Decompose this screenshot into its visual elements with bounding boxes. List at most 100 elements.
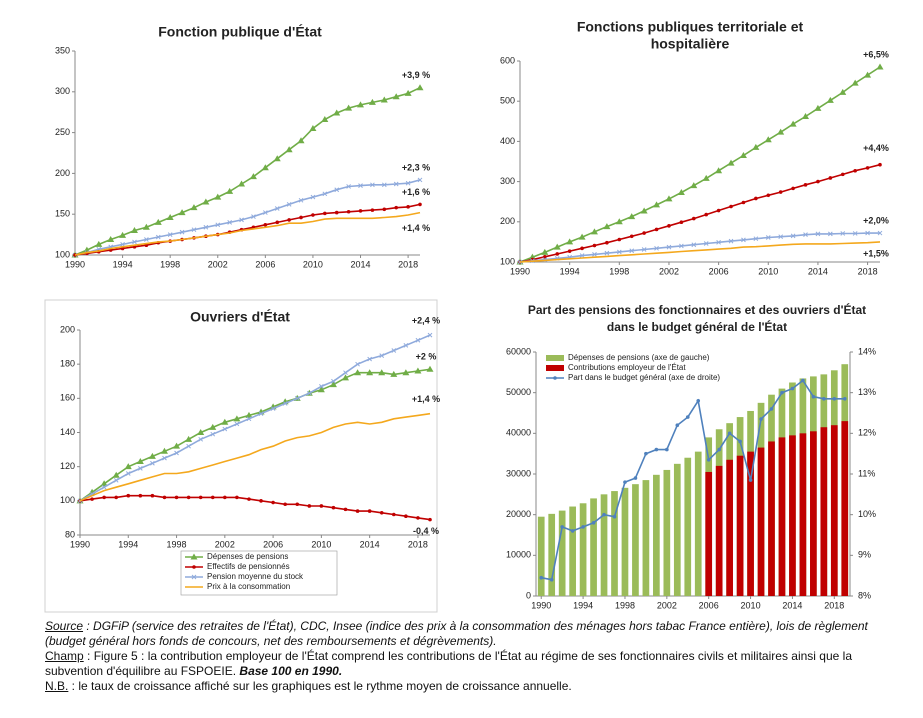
bar [642,480,650,596]
marker [741,200,746,205]
marker [665,195,673,202]
marker [405,180,411,186]
marker [270,406,276,411]
champ-text: : Figure 5 : la contribution employeur d… [45,649,852,678]
marker [539,575,544,580]
marker [811,394,816,399]
marker [306,390,312,396]
marker [790,233,796,239]
marker [379,510,384,515]
x-tick-label: 2014 [360,539,380,549]
marker [368,98,376,105]
bar [799,433,807,596]
x-tick-label: 1994 [118,539,138,549]
legend-swatch [546,365,564,371]
marker [541,248,549,255]
y-tick-label: 120 [60,461,75,471]
marker [179,229,185,235]
marker [382,207,387,212]
x-tick-label: 2018 [858,266,878,276]
marker [245,411,253,418]
marker [865,230,870,236]
marker [839,88,847,95]
marker [202,198,210,205]
marker [342,374,350,381]
x-tick-label: 2006 [255,259,275,269]
marker [802,112,810,119]
marker [311,213,315,217]
marker [615,218,623,225]
marker [343,370,348,376]
marker [392,93,400,100]
legend-label: Dépenses de pensions (axe de gauche) [568,353,710,362]
marker [355,361,360,367]
x-tick-label: 2002 [657,600,677,610]
marker [703,241,709,246]
marker [319,384,324,389]
marker [428,517,432,522]
y-tick-label: 100 [500,256,515,266]
marker [728,238,734,244]
marker [706,457,711,462]
marker [358,183,363,188]
line [79,334,431,502]
marker [754,196,758,201]
x-tick-label: 1990 [65,259,85,269]
marker [789,120,797,127]
line [74,203,421,256]
marker [644,451,648,456]
marker [591,521,596,525]
marker [275,220,280,225]
marker [579,253,585,258]
y-tick-label: 80 [65,529,75,539]
marker [155,234,161,240]
growth-label: +1,5% [863,248,889,258]
marker [173,442,181,449]
marker [150,460,155,466]
marker [299,215,303,220]
y2-tick-label: 13% [858,387,876,397]
x-tick-label: 1998 [160,259,180,269]
marker [239,217,244,223]
x-tick-label: 1998 [609,266,629,276]
marker [641,247,647,252]
marker [185,435,193,442]
marker [642,231,646,235]
marker [553,243,561,250]
marker [826,96,834,103]
marker [346,184,351,189]
marker [136,458,144,465]
marker [310,194,316,200]
marker [273,155,281,162]
x-tick-label: 1998 [167,539,187,549]
bar [789,435,796,596]
marker [769,407,774,411]
marker [653,201,661,208]
growth-label: +1,6 % [402,187,430,197]
notes: Source : DGFiP (service des retraites de… [45,619,883,694]
marker [174,495,179,500]
marker [295,502,300,507]
y-tick-label: 40000 [506,428,531,438]
marker [234,421,240,427]
bar [684,457,692,596]
marker [602,512,606,517]
marker [221,418,229,425]
line [519,232,880,263]
marker [716,208,721,213]
line [79,494,431,521]
marker [729,204,733,209]
marker [262,210,268,215]
marker [617,237,622,242]
marker [192,565,196,569]
marker [162,495,167,500]
marker [174,450,179,456]
chart-title: Ouvriers d'État [190,309,290,325]
marker [677,188,685,195]
y-tick-label: 50000 [506,387,531,397]
x-tick-label: 2002 [215,539,235,549]
marker [287,218,291,222]
x-tick-label: 2010 [303,259,323,269]
bar [778,437,786,596]
marker [259,499,263,503]
